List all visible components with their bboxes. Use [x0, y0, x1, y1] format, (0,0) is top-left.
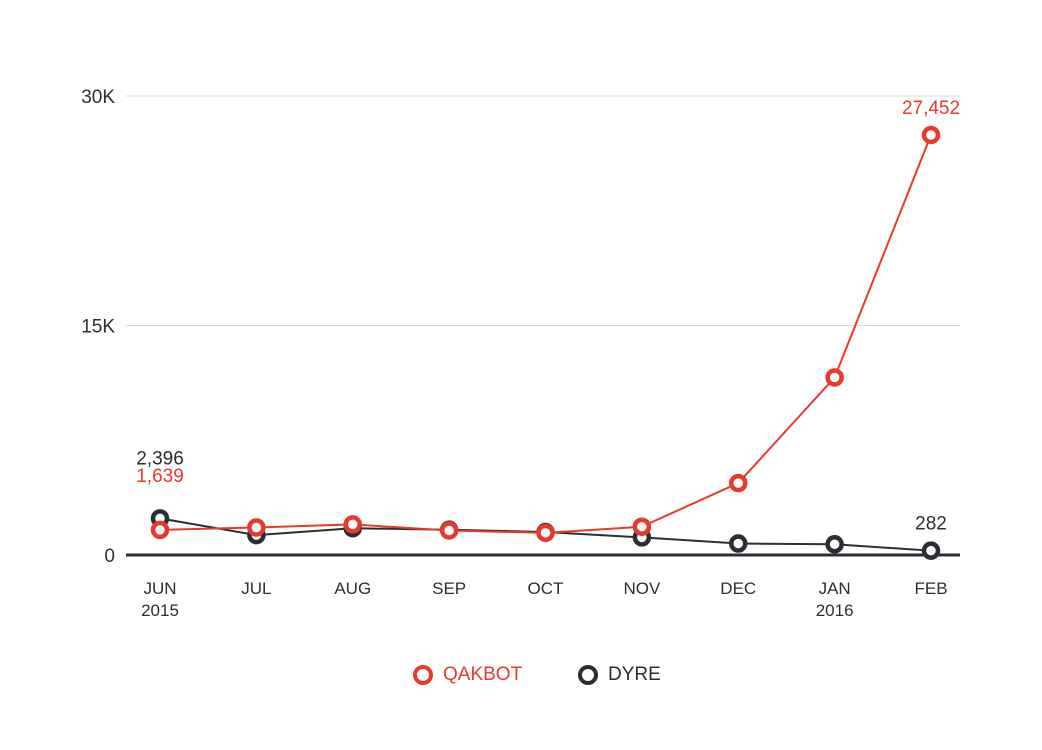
- x-tick-sublabel: 2015: [141, 601, 179, 620]
- legend-item-qakbot[interactable]: QAKBOT: [413, 664, 522, 686]
- line-chart: 30K 15K 0 JUN 2015 JUL AUG SEP OCT NOV DEC JAN 2016…: [81, 87, 960, 620]
- x-tick-label: AUG: [334, 579, 371, 598]
- x-tick-label: FEB: [914, 579, 947, 598]
- data-label: 282: [915, 514, 947, 535]
- x-tick-label: NOV: [623, 579, 661, 598]
- data-label: 27,452: [902, 98, 960, 119]
- x-tick-label: JUN: [143, 579, 176, 598]
- x-tick-sublabel: 2016: [816, 601, 854, 620]
- qakbot-point: [825, 368, 844, 387]
- qakbot-point: [729, 473, 748, 493]
- data-label: 1,639: [136, 466, 184, 487]
- qakbot-marker-icon: [413, 665, 433, 685]
- series: [150, 125, 941, 560]
- dyre-marker-icon: [578, 665, 598, 685]
- x-tick-label: JAN: [819, 579, 851, 598]
- x-tick-label: JUL: [241, 579, 271, 598]
- gridlines: [126, 95, 960, 557]
- dyre-point: [921, 541, 941, 560]
- qakbot-point: [247, 518, 266, 537]
- x-tick-label: DEC: [720, 579, 756, 598]
- y-tick-label: 15K: [81, 317, 115, 338]
- qakbot-point: [150, 520, 170, 540]
- dyre-point: [729, 534, 748, 553]
- y-axis-ticks: 30K 15K 0: [81, 87, 115, 567]
- y-tick-label: 30K: [81, 87, 115, 108]
- y-tick-label: 0: [104, 546, 115, 567]
- data-label: 2,396: [136, 448, 184, 469]
- qakbot-point: [439, 521, 459, 540]
- dyre-point: [825, 535, 844, 554]
- qakbot-point: [343, 515, 362, 534]
- qakbot-line: [159, 134, 932, 534]
- legend-item-dyre[interactable]: DYRE: [578, 664, 661, 686]
- x-tick-label: SEP: [432, 579, 466, 598]
- x-tick-label: OCT: [528, 579, 564, 598]
- x-axis-ticks: JUN 2015 JUL AUG SEP OCT NOV DEC JAN 2016 FEB: [141, 579, 947, 620]
- legend-label-qakbot: QAKBOT: [443, 664, 523, 685]
- qakbot-point: [632, 517, 652, 536]
- qakbot-point: [921, 125, 941, 145]
- legend-label-dyre: DYRE: [608, 664, 661, 685]
- qakbot-point: [536, 523, 555, 543]
- legend: QAKBOT DYRE: [0, 664, 1042, 694]
